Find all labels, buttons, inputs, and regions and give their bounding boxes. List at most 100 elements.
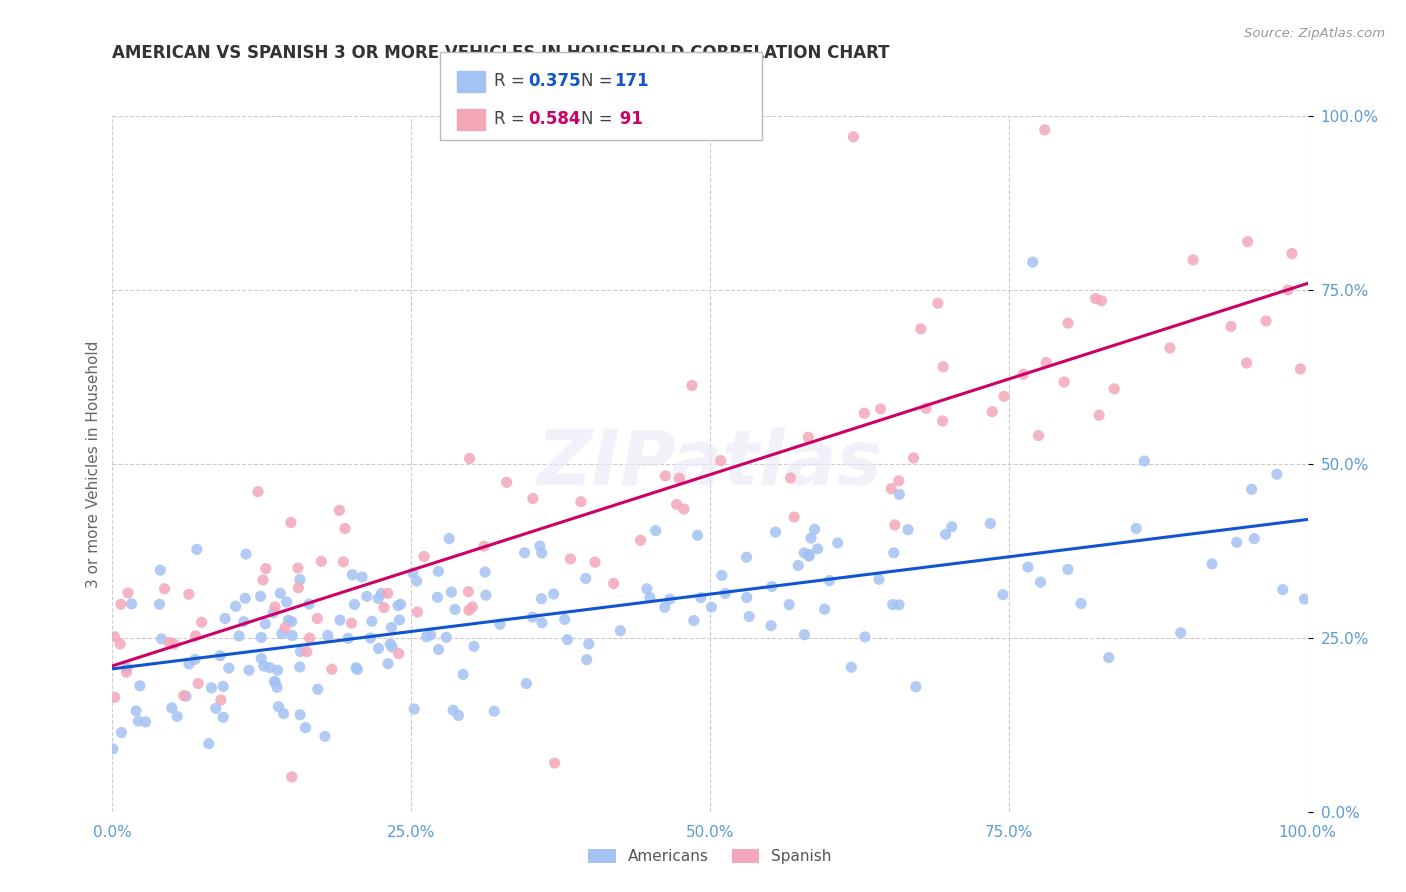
Text: N =: N = (581, 110, 617, 128)
Point (778, 598, 800, 612)
Point (184, 629, 207, 643)
Point (904, 680, 927, 694)
Point (475, 588, 498, 602)
Point (710, 453, 733, 467)
Point (247, 484, 270, 499)
Point (515, 676, 537, 690)
Point (277, 613, 299, 627)
Point (225, 599, 247, 614)
Text: Source: ZipAtlas.com: Source: ZipAtlas.com (1244, 27, 1385, 40)
Point (1070, 597, 1092, 611)
Point (329, 613, 352, 627)
Point (160, 701, 183, 715)
Point (427, 564, 450, 578)
Point (264, 599, 287, 614)
Point (173, 689, 195, 703)
Point (1057, 316, 1080, 330)
Point (177, 587, 200, 601)
Point (569, 494, 592, 508)
Point (842, 129, 865, 144)
Point (280, 615, 302, 629)
Text: AMERICAN VS SPANISH 3 OR MORE VEHICLES IN HOUSEHOLD CORRELATION CHART: AMERICAN VS SPANISH 3 OR MORE VEHICLES I… (112, 45, 890, 62)
Point (979, 516, 1001, 531)
Point (388, 647, 411, 661)
Point (1289, 362, 1312, 376)
Point (710, 568, 733, 582)
Point (321, 662, 343, 676)
Text: N =: N = (581, 71, 617, 89)
Point (474, 565, 496, 579)
Point (1125, 521, 1147, 535)
Point (249, 590, 271, 604)
Point (314, 730, 336, 744)
Point (340, 616, 363, 631)
Point (484, 704, 506, 718)
Point (991, 588, 1014, 602)
Point (263, 674, 285, 689)
Point (1084, 292, 1107, 306)
Point (853, 406, 876, 420)
Point (882, 598, 904, 612)
Point (337, 632, 360, 646)
Point (932, 359, 955, 374)
Point (529, 539, 551, 553)
Point (404, 702, 426, 716)
Point (387, 599, 409, 613)
Point (128, 679, 150, 693)
Point (415, 630, 437, 644)
Point (288, 660, 311, 674)
Text: 91: 91 (614, 110, 644, 128)
Point (1277, 283, 1299, 297)
Point (287, 581, 309, 595)
Point (765, 525, 787, 540)
Point (333, 522, 356, 536)
Point (232, 615, 254, 629)
Point (883, 546, 905, 560)
Point (115, 661, 138, 675)
Point (1220, 319, 1243, 334)
Point (451, 667, 474, 681)
Point (316, 628, 339, 642)
Point (887, 598, 910, 612)
Point (266, 663, 288, 677)
Point (1017, 560, 1039, 574)
Point (163, 637, 186, 651)
Point (204, 701, 226, 715)
Point (1236, 235, 1258, 249)
Point (686, 528, 709, 542)
Text: 171: 171 (614, 71, 650, 89)
Point (235, 547, 257, 561)
Point (298, 597, 321, 611)
Point (197, 737, 219, 751)
Point (359, 631, 381, 645)
Point (883, 517, 905, 532)
Point (186, 542, 208, 557)
Point (578, 637, 600, 651)
Point (797, 548, 820, 562)
Point (166, 709, 188, 723)
Point (1053, 375, 1076, 389)
Point (513, 546, 536, 560)
Point (1159, 341, 1181, 355)
Point (413, 549, 436, 564)
Point (522, 491, 544, 506)
Point (941, 519, 963, 533)
Point (1035, 355, 1057, 369)
Point (759, 618, 782, 632)
Point (530, 546, 553, 560)
Point (931, 414, 953, 428)
Point (903, 450, 925, 465)
Point (583, 555, 606, 569)
Point (388, 613, 411, 627)
Point (543, 587, 565, 601)
Point (342, 567, 364, 582)
Point (714, 586, 737, 600)
Point (889, 487, 911, 501)
Point (153, 582, 176, 596)
Point (174, 690, 197, 704)
Point (682, 614, 704, 628)
Point (806, 541, 828, 556)
Point (108, 637, 131, 651)
Point (352, 570, 374, 584)
Point (665, 497, 688, 511)
